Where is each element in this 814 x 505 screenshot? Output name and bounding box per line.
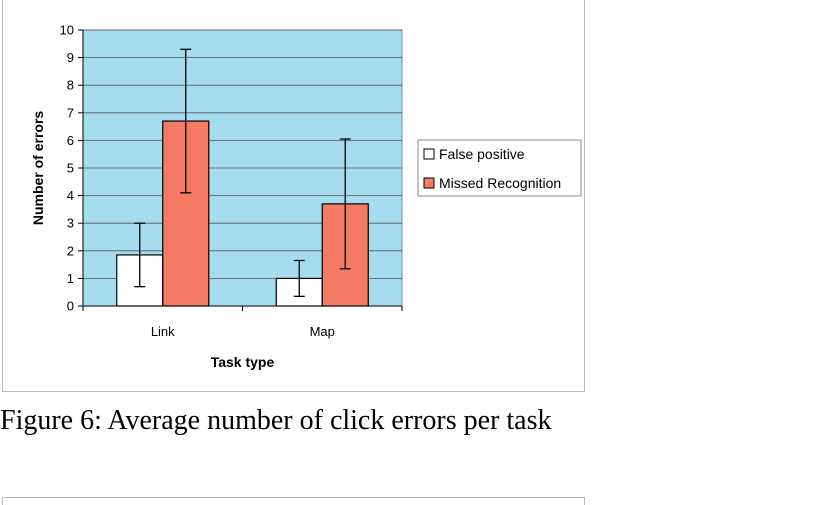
y-tick-label: 8 xyxy=(67,78,74,93)
error-bars xyxy=(134,48,351,297)
legend: False positive Missed Recognition xyxy=(417,139,582,197)
y-tick-label: 0 xyxy=(67,299,74,314)
legend-swatch-missed-recognition xyxy=(423,177,435,189)
y-tick-label: 5 xyxy=(67,161,74,176)
y-tick-label: 2 xyxy=(67,243,74,258)
x-tick-label: Link xyxy=(151,324,175,339)
next-figure-frame-top xyxy=(2,497,585,498)
next-figure-frame-right xyxy=(584,497,585,505)
y-tick-labels: 0 1 2 3 4 5 6 7 8 9 10 xyxy=(60,23,74,314)
bar-chart: 0 1 2 3 4 5 6 7 8 9 10 Link Map Number of errors Ta… xyxy=(30,23,582,370)
figure-caption: Figure 6: Average number of click errors… xyxy=(0,405,552,436)
x-tick-labels: Link Map xyxy=(151,324,335,339)
x-tick-label: Map xyxy=(310,324,335,339)
legend-swatch-false-positive xyxy=(423,148,435,160)
legend-box xyxy=(417,139,582,197)
y-tick-label: 4 xyxy=(67,188,74,203)
y-tick-label: 10 xyxy=(60,23,74,38)
y-tick-label: 1 xyxy=(67,271,74,286)
y-tick-label: 6 xyxy=(67,133,74,148)
legend-label-missed-recognition: Missed Recognition xyxy=(439,175,561,191)
x-axis-title: Task type xyxy=(211,354,275,370)
y-axis-title: Number of errors xyxy=(30,111,46,226)
next-figure-frame-left xyxy=(2,497,3,505)
chart-frame: 0 1 2 3 4 5 6 7 8 9 10 Link Map Number of errors Ta… xyxy=(2,0,585,392)
y-tick-label: 7 xyxy=(67,105,74,120)
axes xyxy=(78,29,403,311)
legend-label-false-positive: False positive xyxy=(439,146,525,162)
y-tick-label: 3 xyxy=(67,216,74,231)
y-tick-label: 9 xyxy=(67,50,74,65)
